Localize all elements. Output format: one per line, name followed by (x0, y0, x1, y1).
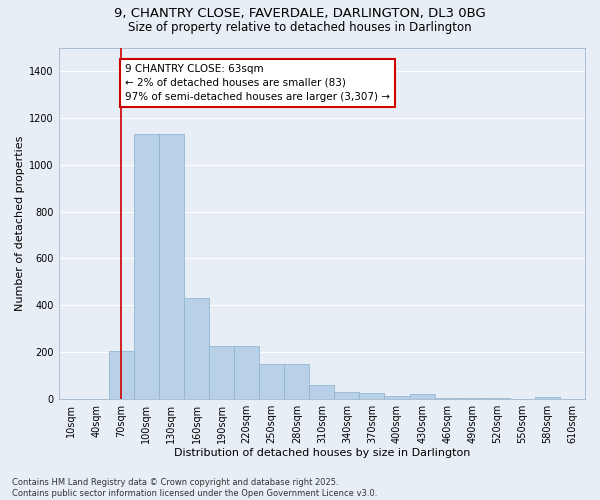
Bar (485, 398, 510, 399)
Bar (535, 397, 560, 399)
Bar (460, 398, 485, 399)
Bar (334, 392, 359, 399)
Text: 9, CHANTRY CLOSE, FAVERDALE, DARLINGTON, DL3 0BG: 9, CHANTRY CLOSE, FAVERDALE, DARLINGTON,… (114, 8, 486, 20)
Bar (209, 346, 234, 399)
Bar (259, 364, 284, 399)
Bar (309, 385, 334, 399)
Bar (385, 396, 410, 399)
Bar (159, 134, 184, 399)
Bar (434, 398, 460, 399)
Text: Size of property relative to detached houses in Darlington: Size of property relative to detached ho… (128, 21, 472, 34)
Bar (284, 364, 309, 399)
Bar (184, 298, 209, 399)
Text: Contains HM Land Registry data © Crown copyright and database right 2025.
Contai: Contains HM Land Registry data © Crown c… (12, 478, 377, 498)
Bar (109, 351, 134, 399)
Bar (410, 394, 434, 399)
Bar (134, 134, 159, 399)
Text: 9 CHANTRY CLOSE: 63sqm
← 2% of detached houses are smaller (83)
97% of semi-deta: 9 CHANTRY CLOSE: 63sqm ← 2% of detached … (125, 64, 390, 102)
X-axis label: Distribution of detached houses by size in Darlington: Distribution of detached houses by size … (173, 448, 470, 458)
Bar (359, 393, 385, 399)
Y-axis label: Number of detached properties: Number of detached properties (15, 136, 25, 311)
Bar (234, 346, 259, 399)
